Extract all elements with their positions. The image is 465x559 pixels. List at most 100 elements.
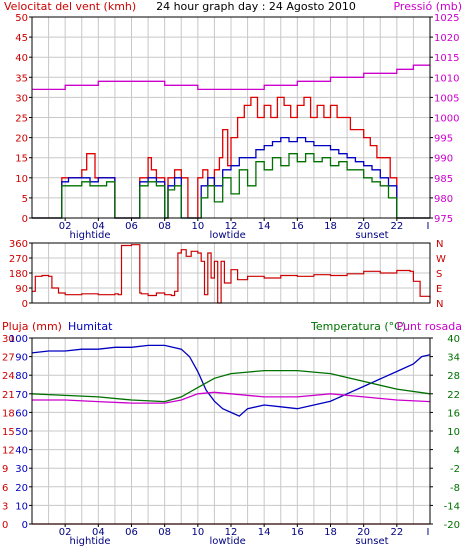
panel3-series-1 <box>31 369 431 403</box>
pressure-tick-label: 985 <box>434 174 453 185</box>
pressure-tick-label: 990 <box>434 154 453 165</box>
hour-label: 02 <box>59 527 72 538</box>
panel-frame-2 <box>31 242 431 304</box>
rain-tick-label: 21 <box>2 390 15 401</box>
hour-label: 20 <box>357 221 370 232</box>
dew-title: Punt rosada <box>397 320 462 333</box>
temp-tick-label: -14 <box>444 501 460 512</box>
tide-marker-label: hightide <box>70 536 111 547</box>
rain-tick-label: 24 <box>2 371 15 382</box>
pressure-tick-label: 1025 <box>434 13 459 24</box>
humidity-title: Humitat <box>68 320 113 333</box>
hour-label: 14 <box>258 527 271 538</box>
panel3-series-0 <box>31 344 431 417</box>
humidity-tick-label: 90 <box>15 353 28 364</box>
temp-tick-label: 40 <box>447 334 460 345</box>
pressure-tick-label: 1000 <box>434 114 459 125</box>
rain-tick-label: 30 <box>2 334 15 345</box>
wind-tick-label: 10 <box>15 174 28 185</box>
hour-label: 16 <box>291 527 304 538</box>
pressure-tick-label: 980 <box>434 194 453 205</box>
temp-tick-label: 34 <box>447 353 460 364</box>
pressure-tick-label: 975 <box>434 214 453 225</box>
panel3-series-2 <box>32 391 431 404</box>
wind-series-3 <box>32 64 430 91</box>
wind-tick-label: 35 <box>15 73 28 84</box>
hour-label: 04 <box>92 527 105 538</box>
hour-label: 08 <box>158 221 171 232</box>
frames-layer <box>29 16 433 527</box>
hour-label: 08 <box>158 527 171 538</box>
hour-label: 22 <box>390 221 403 232</box>
humidity-tick-label: 20 <box>15 483 28 494</box>
compass-label: S <box>436 269 442 280</box>
pressure-title: Pressió (mb) <box>393 0 462 13</box>
end-tick-label: I <box>427 527 430 538</box>
rain-tick-label: 18 <box>2 408 15 419</box>
direction-tick-label: 90 <box>15 284 28 295</box>
compass-label: W <box>436 254 446 265</box>
wind-tick-label: 50 <box>15 13 28 24</box>
hour-label: 18 <box>324 221 337 232</box>
graph-title: 24 hour graph day : 24 Agosto 2010 <box>156 0 356 13</box>
rain-tick-label: 0 <box>2 520 8 531</box>
pressure-tick-label: 1015 <box>434 53 459 64</box>
humidity-tick-label: 100 <box>9 334 28 345</box>
temp-tick-label: 22 <box>447 390 460 401</box>
temp-tick-label: 10 <box>447 427 460 438</box>
hour-label: 04 <box>92 221 105 232</box>
wind-tick-label: 25 <box>15 114 28 125</box>
end-tick-label: I <box>427 221 430 232</box>
rain-title: Pluja (mm) <box>2 320 62 333</box>
temp-tick-label: -20 <box>444 520 460 531</box>
hour-label: 20 <box>357 527 370 538</box>
rain-tick-label: 15 <box>2 427 15 438</box>
pressure-tick-label: 995 <box>434 134 453 145</box>
hour-label: 02 <box>59 221 72 232</box>
pressure-tick-label: 1020 <box>434 33 459 44</box>
hour-label: 10 <box>191 221 204 232</box>
wind-title: Velocitat del vent (kmh) <box>4 0 136 13</box>
temp-tick-label: -2 <box>450 464 460 475</box>
humidity-tick-label: 70 <box>15 390 28 401</box>
direction-tick-label: 270 <box>9 254 28 265</box>
tide-marker-label: sunset <box>355 230 388 241</box>
temp-tick-label: 28 <box>447 371 460 382</box>
hour-label: 06 <box>125 527 138 538</box>
wind-tick-label: 40 <box>15 53 28 64</box>
humidity-tick-label: 0 <box>22 520 28 531</box>
hour-label: 06 <box>125 221 138 232</box>
humidity-tick-label: 60 <box>15 408 28 419</box>
hour-label: 14 <box>258 221 271 232</box>
humidity-tick-label: 10 <box>15 501 28 512</box>
temp-tick-label: -8 <box>450 483 460 494</box>
hour-label: 12 <box>225 221 238 232</box>
hour-label: 16 <box>291 221 304 232</box>
rain-tick-label: 12 <box>2 446 15 457</box>
hour-label: 22 <box>390 527 403 538</box>
wind-tick-label: 30 <box>15 93 28 104</box>
humidity-tick-label: 80 <box>15 371 28 382</box>
labels-layer: 0510152025303540455097598098599099510001… <box>2 13 460 547</box>
compass-label: E <box>436 284 442 295</box>
wind-tick-label: 15 <box>15 154 28 165</box>
humidity-tick-label: 50 <box>15 427 28 438</box>
tide-marker-label: lowtide <box>210 536 246 547</box>
pressure-tick-label: 1010 <box>434 73 459 84</box>
temp-tick-label: 4 <box>454 446 460 457</box>
tide-marker-label: hightide <box>70 230 111 241</box>
wind-tick-label: 5 <box>22 194 28 205</box>
compass-label: N <box>436 299 443 310</box>
direction-tick-label: 360 <box>9 239 28 250</box>
temp-title: Temperatura (°C) <box>310 320 406 333</box>
direction-tick-label: 180 <box>9 269 28 280</box>
rain-tick-label: 27 <box>2 353 15 364</box>
tide-marker-label: lowtide <box>210 230 246 241</box>
temp-tick-label: 16 <box>447 408 460 419</box>
direction-tick-label: 0 <box>22 299 28 310</box>
tide-marker-label: sunset <box>355 536 388 547</box>
humidity-tick-label: 40 <box>15 446 28 457</box>
hour-label: 10 <box>191 527 204 538</box>
rain-tick-label: 6 <box>2 483 8 494</box>
pressure-tick-label: 1005 <box>434 93 459 104</box>
